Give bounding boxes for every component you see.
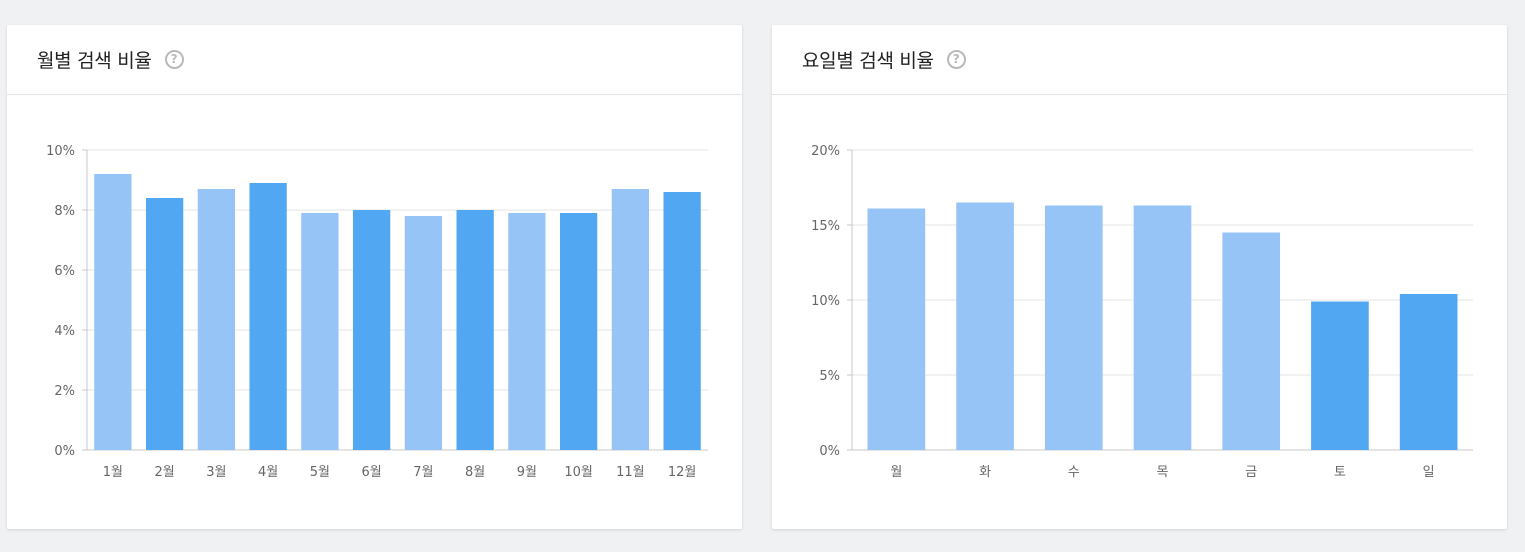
x-tick-label: 1월 — [103, 465, 123, 480]
x-tick-label: 월 — [890, 465, 902, 480]
x-tick-label: 화 — [979, 465, 991, 480]
bar-2[interactable] — [145, 198, 184, 450]
bar-1[interactable] — [94, 174, 132, 450]
y-tick-label: 2% — [54, 384, 75, 399]
y-tick-label: 6% — [54, 264, 75, 279]
bar-5[interactable] — [301, 213, 339, 450]
bar-3[interactable] — [197, 189, 236, 450]
y-tick-label: 0% — [819, 444, 840, 459]
bar-10[interactable] — [559, 213, 598, 450]
help-icon[interactable]: ? — [946, 50, 966, 69]
bar-2[interactable] — [956, 202, 1014, 451]
y-tick-label: 5% — [819, 369, 840, 384]
monthly-chart-card: 월별 검색 비율 ? 0% 2% 4% 6% 8% 10% 1월 2월 3월 4월 5월 6월 7월 8월… — [7, 25, 742, 529]
bar-4[interactable] — [1133, 205, 1192, 451]
x-tick-label: 목 — [1157, 465, 1169, 480]
x-tick-label: 3월 — [206, 465, 226, 480]
y-tick-label: 0% — [54, 444, 75, 459]
bar-5[interactable] — [1222, 232, 1281, 451]
y-tick-label: 15% — [811, 219, 840, 234]
chart-title: 월별 검색 비율 — [37, 50, 152, 72]
y-tick-label: 10% — [46, 144, 75, 159]
bar-12[interactable] — [663, 192, 701, 450]
x-tick-label: 9월 — [517, 465, 537, 480]
y-tick-label: 4% — [54, 324, 75, 339]
x-tick-label: 7월 — [413, 465, 433, 480]
x-tick-label: 10월 — [564, 465, 593, 480]
chart-title: 요일별 검색 비율 — [802, 50, 934, 72]
help-icon[interactable]: ? — [164, 50, 184, 69]
x-tick-label: 금 — [1245, 465, 1257, 480]
x-tick-label: 5월 — [310, 465, 330, 480]
y-tick-label: 20% — [811, 144, 840, 159]
bar-4[interactable] — [249, 183, 287, 450]
bar-3[interactable] — [1044, 205, 1103, 451]
bar-11[interactable] — [611, 189, 650, 450]
y-tick-label: 8% — [54, 204, 75, 219]
card-header: 월별 검색 비율 ? — [7, 25, 742, 95]
bar-7[interactable] — [404, 216, 443, 450]
x-tick-label: 11월 — [616, 465, 645, 480]
x-tick-label: 2월 — [155, 465, 175, 480]
x-tick-label: 8월 — [465, 465, 485, 480]
x-tick-label: 6월 — [362, 465, 382, 480]
bar-9[interactable] — [508, 213, 546, 450]
x-tick-label: 수 — [1068, 465, 1080, 480]
y-tick-label: 10% — [811, 294, 840, 309]
weekday-chart-card: 요일별 검색 비율 ? 0% 5% 10% 15% 20% 월 화 수 목 금 토 일 — [772, 25, 1507, 529]
bar-1[interactable] — [867, 208, 926, 451]
x-tick-label: 일 — [1423, 465, 1435, 480]
x-tick-label: 4월 — [258, 465, 278, 480]
monthly-bar-chart: 0% 2% 4% 6% 8% 10% 1월 2월 3월 4월 5월 6월 7월 8월 9월 10월 11월 12월 — [46, 144, 708, 480]
bar-6[interactable] — [1311, 301, 1369, 451]
weekday-bar-chart: 0% 5% 10% 15% 20% 월 화 수 목 금 토 일 — [811, 144, 1473, 480]
bar-6[interactable] — [352, 210, 391, 450]
card-header: 요일별 검색 비율 ? — [772, 25, 1507, 95]
x-tick-label: 12월 — [668, 465, 697, 480]
bar-8[interactable] — [456, 210, 494, 450]
bar-7[interactable] — [1399, 294, 1458, 450]
x-tick-label: 토 — [1334, 465, 1346, 480]
